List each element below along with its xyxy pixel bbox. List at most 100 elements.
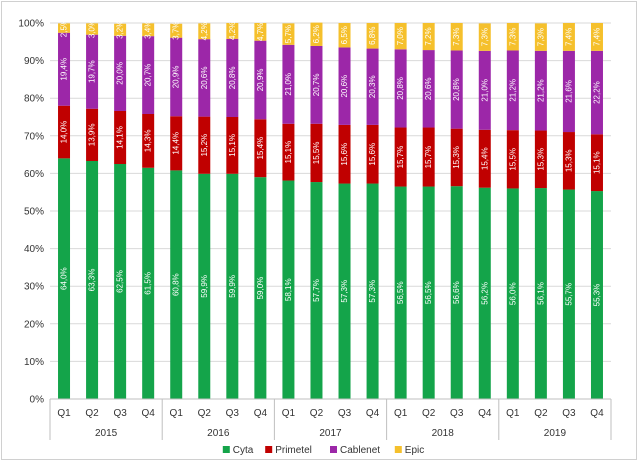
bar-segment-cyta [562,189,575,399]
data-label: 56,5% [396,281,405,304]
bar-stack: 64,0% 14,0% 19,4% 2,5% [58,19,71,399]
data-label: 15,1% [592,151,601,174]
data-label: 15,7% [396,146,405,169]
bar-segment-epic [590,23,603,51]
year-label: 2018 [432,428,455,439]
data-label: 62,5% [116,270,125,293]
bar-segment-cyta [142,167,155,399]
x-tick-label: Q1 [170,408,184,419]
data-label: 20,9% [172,66,181,89]
data-label: 55,7% [564,283,573,306]
bar-segment-cablenet [282,44,295,124]
bar-segment-cablenet [86,34,99,109]
bar-segment-epic [450,23,463,51]
bar-stack: 59,9% 15,2% 20,6% 4,2% [198,22,211,399]
bar-segment-cyta [506,188,519,399]
bar-segment-primetel [422,127,435,187]
bar-segment-epic [422,23,435,51]
data-label: 15,7% [424,146,433,169]
bar-segment-cablenet [338,47,351,125]
bar-segment-primetel [506,130,519,189]
data-label: 15,5% [508,148,517,171]
data-label: 55,3% [592,284,601,307]
legend-swatch [330,446,337,453]
legend: Cyta Primetel Cablenet Epic [222,445,424,456]
bar-segment-epic [86,23,99,35]
data-label: 21,6% [564,80,573,103]
data-label: 7,2% [424,27,433,45]
bar-segment-cyta [590,191,603,399]
legend-swatch [222,446,230,453]
legend-label: Cyta [233,445,254,456]
data-label: 56,1% [536,282,545,305]
legend-item-primetel: Primetel [265,445,312,456]
data-label: 56,0% [508,282,517,305]
bar-segment-primetel [562,132,575,190]
year-label: 2015 [95,428,118,439]
bar-segment-cyta [450,186,463,399]
data-label: 3,4% [144,21,153,39]
bar-segment-cablenet [534,50,547,131]
bar-segment-cablenet [170,37,183,117]
data-label: 15,3% [452,146,461,169]
bar-segment-epic [338,23,351,48]
bar-segment-cablenet [394,49,407,128]
data-label: 61,5% [144,272,153,295]
x-tick-label: Q1 [282,408,296,419]
x-tick-label: Q2 [422,408,436,419]
bar-segment-epic [58,23,71,33]
data-label: 56,5% [424,281,433,304]
bar-segment-primetel [142,113,155,168]
data-label: 20,6% [340,75,349,98]
data-label: 4,7% [256,23,265,41]
bar-segment-cyta [226,173,239,399]
data-label: 15,4% [480,147,489,170]
bar-segment-epic [506,23,519,51]
bar-segment-cablenet [198,39,211,117]
bar-segment-epic [254,23,267,41]
data-label: 20,6% [424,77,433,100]
bar-segment-cyta [478,187,491,399]
data-label: 14,1% [116,126,125,149]
data-label: 15,3% [536,148,545,171]
data-label: 15,4% [256,137,265,160]
data-label: 21,2% [536,79,545,102]
bar-segment-primetel [282,123,295,181]
data-label: 20,8% [396,77,405,100]
data-label: 59,9% [200,275,209,298]
data-label: 15,3% [564,149,573,172]
bar-stack: 58,1% 15,1% 21,0% 5,7% [282,23,295,399]
data-label: 15,1% [228,134,237,157]
bar-segment-primetel [478,129,491,188]
bar-segment-cyta [282,180,295,399]
data-label: 7,3% [452,28,461,46]
gridlines [50,22,611,400]
data-label: 7,0% [396,27,405,45]
data-label: 7,4% [564,28,573,46]
data-label: 20,8% [452,78,461,101]
bar-segment-cablenet [478,50,491,130]
bar-segment-epic [114,23,127,36]
bar-stack: 56,6% 15,3% 20,8% 7,3% [450,23,463,399]
bar-segment-epic [170,23,183,38]
data-label: 6,2% [312,25,321,43]
y-tick-label: 40% [24,244,44,255]
data-label: 20,3% [368,75,377,98]
data-label: 15,6% [340,143,349,166]
bar-stack: 56,2% 15,4% 21,0% 7,3% [478,23,491,399]
bar-segment-cablenet [590,50,603,135]
x-tick-label: Q2 [85,408,99,419]
x-tick-label: Q3 [113,408,127,419]
chart-frame: 0% 10% 20% 30% 40% 50% 60% 70% 80% 90% 100% 64,0% 1… [1,1,637,460]
bar-segment-epic [226,23,239,39]
bar-segment-cyta [58,158,71,399]
data-label: 6,8% [368,27,377,45]
legend-label: Cablenet [340,445,380,456]
data-label: 21,0% [480,79,489,102]
bar-segment-epic [394,23,407,50]
bar-segment-primetel [58,105,71,159]
bar-stack: 57,7% 15,5% 20,7% 6,2% [310,22,323,399]
year-label: 2017 [319,428,342,439]
bar-segment-cablenet [226,38,239,117]
bar-segment-cablenet [422,50,435,128]
